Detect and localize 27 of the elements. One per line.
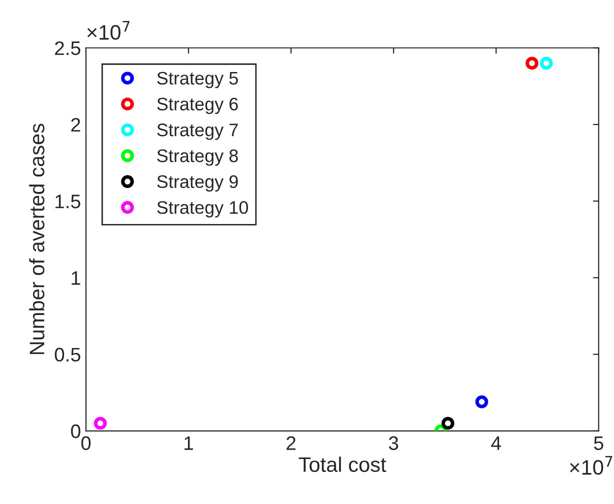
legend-label: Strategy 5 — [157, 72, 238, 88]
y-tick-label: 0.5 — [54, 348, 80, 362]
legend-label: Strategy 10 — [157, 201, 248, 218]
point — [526, 56, 538, 70]
x-tick-label: 4 — [491, 436, 501, 450]
legend-label: Strategy 8 — [157, 149, 238, 166]
text: ×10$^{7}$ — [87, 20, 130, 40]
text: ×10$^{7}$ — [570, 456, 612, 475]
legend-label: Strategy 9 — [157, 175, 238, 192]
x-tick-label: 5 — [594, 436, 604, 450]
x-tick-label: 2 — [286, 436, 296, 450]
y-tick-label: 1 — [72, 271, 80, 285]
y-tick-label: 1.5 — [56, 194, 80, 208]
y-tick-label: 0 — [71, 424, 80, 438]
point — [540, 56, 553, 70]
x-axis-title: Total cost — [298, 456, 386, 472]
point — [475, 395, 488, 408]
point — [442, 416, 454, 430]
legend-label: Strategy 6 — [157, 98, 238, 114]
y-axis-title: Number of averted cases — [29, 124, 44, 354]
y-tick-label: 2.5 — [55, 41, 80, 56]
point — [94, 416, 107, 430]
legend-label: Strategy 7 — [157, 124, 238, 140]
x-tick-label: 0 — [81, 436, 91, 450]
x-tick-label: 1 — [184, 436, 193, 450]
y-tick-label: 2 — [71, 118, 80, 132]
x-tick-label: 3 — [388, 436, 398, 450]
